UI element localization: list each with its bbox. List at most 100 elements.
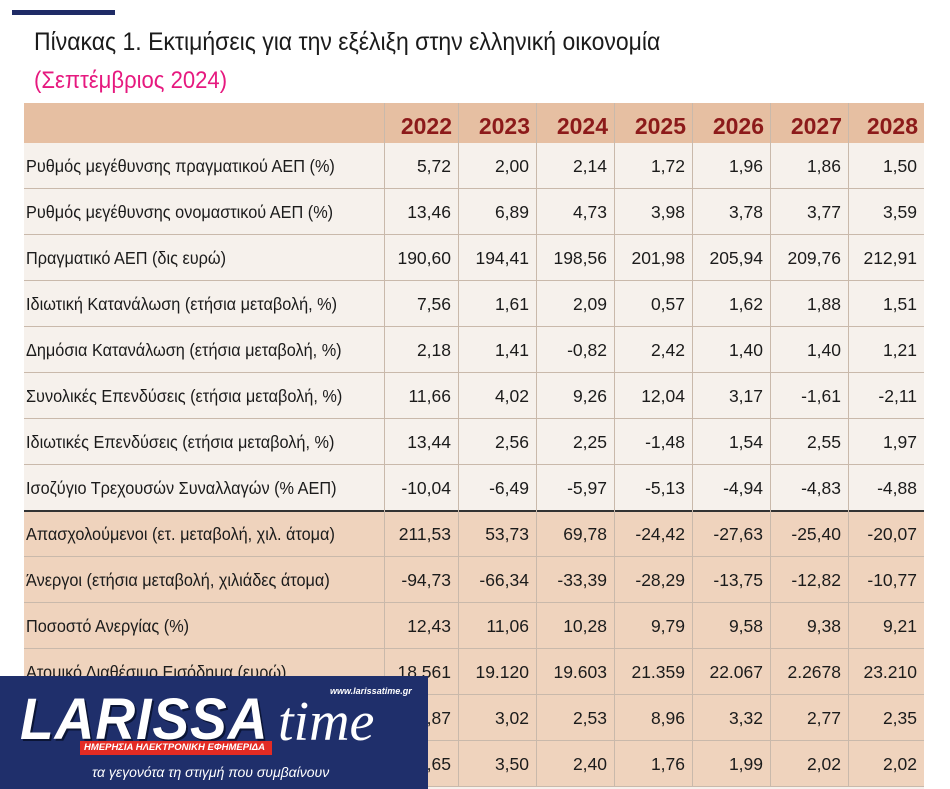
row-label: Ιδιωτική Κατανάλωση (ετήσια μεταβολή, %) <box>26 294 338 314</box>
table-cell: -6,49 <box>489 478 529 498</box>
table-cell: 11,06 <box>486 616 530 636</box>
year-header-row: 2022 2023 2024 2025 2026 2027 2028 <box>24 103 924 143</box>
table-cell: 19.120 <box>475 662 529 682</box>
row-label: Ποσοστό Ανεργίας (%) <box>26 616 190 636</box>
data-table: 2022 2023 2024 2025 2026 2027 2028 Ρυθμός μεγέ… <box>24 103 924 789</box>
row-label: Απασχολούμενοι (ετ. μεταβολή, χιλ. άτομα… <box>26 524 335 544</box>
table-cell: 3,50 <box>494 754 529 774</box>
table-cell: 13,46 <box>407 202 451 222</box>
row-label: Ρυθμός μεγέθυνσης ονομαστικού ΑΕΠ (%) <box>26 202 334 222</box>
year-header: 2023 <box>478 113 530 139</box>
table-row: Ιδιωτικές Επενδύσεις (ετήσια μεταβολή, %… <box>24 419 924 465</box>
column-divider <box>536 103 537 787</box>
table-cell: 2,35 <box>882 708 917 728</box>
table-cell: 3,17 <box>728 386 763 406</box>
table-cell: -1,48 <box>645 432 685 452</box>
group-separator <box>24 510 924 512</box>
row-divider <box>24 464 924 465</box>
table-cell: -24,42 <box>635 524 685 544</box>
table-cell: 13,44 <box>407 432 451 452</box>
table-cell: 1,97 <box>882 432 917 452</box>
table-cell: 2,42 <box>650 340 685 360</box>
table-cell: -5,97 <box>567 478 607 498</box>
table-cell: 9,26 <box>572 386 607 406</box>
table-cell: 190,60 <box>397 248 451 268</box>
row-divider <box>24 418 924 419</box>
table-cell: 2,09 <box>572 294 607 314</box>
table-cell: 0,57 <box>650 294 685 314</box>
table-cell: -10,77 <box>867 570 917 590</box>
table-cell: 19.603 <box>553 662 607 682</box>
table-cell: 3,77 <box>806 202 841 222</box>
table-cell: 53,73 <box>485 524 529 544</box>
table-row: Ρυθμός μεγέθυνσης πραγματικού ΑΕΠ (%) 5,7… <box>24 143 924 189</box>
table-cell: 2,02 <box>806 754 841 774</box>
row-divider <box>24 188 924 189</box>
logo-red-strip <box>80 741 272 755</box>
table-cell: 3,59 <box>882 202 917 222</box>
table-cell: 1,40 <box>728 340 763 360</box>
column-divider <box>384 103 385 787</box>
table-cell: 4,02 <box>494 386 529 406</box>
table-cell: 2,18 <box>416 340 451 360</box>
table-cell: 8,96 <box>650 708 685 728</box>
table-cell: 1,96 <box>728 156 763 176</box>
table-cell: 2,14 <box>572 156 607 176</box>
table-title: Πίνακας 1. Εκτιμήσεις για την εξέλιξη στ… <box>34 28 661 56</box>
table-row: Ιδιωτική Κατανάλωση (ετήσια μεταβολή, %)… <box>24 281 924 327</box>
table-row: Άνεργοι (ετήσια μεταβολή, χιλιάδες άτομα… <box>24 557 924 603</box>
table-cell: -12,82 <box>791 570 841 590</box>
table-row: Συνολικές Επενδύσεις (ετήσια μεταβολή, %… <box>24 373 924 419</box>
table-cell: 1,40 <box>806 340 841 360</box>
table-cell: 1,88 <box>806 294 841 314</box>
table-cell: 2,00 <box>494 156 529 176</box>
table-cell: -20,07 <box>867 524 917 544</box>
column-divider <box>770 103 771 787</box>
larissatime-logo: LARISSA time www.larissatime.gr ΗΜΕΡΗΣΙΑ… <box>0 676 428 789</box>
row-divider <box>24 602 924 603</box>
table-cell: 22.067 <box>709 662 763 682</box>
table-cell: -4,83 <box>801 478 841 498</box>
table-cell: 2,40 <box>572 754 607 774</box>
table-cell: 3,02 <box>494 708 529 728</box>
table-cell: 2,55 <box>806 432 841 452</box>
table-cell: 11,66 <box>408 386 452 406</box>
row-label: Πραγματικό ΑΕΠ (δις ευρώ) <box>26 248 226 268</box>
table-cell: -1,61 <box>801 386 841 406</box>
table-cell: 1,99 <box>728 754 763 774</box>
table-cell: -5,13 <box>645 478 685 498</box>
column-divider <box>614 103 615 787</box>
table-cell: 198,56 <box>553 248 607 268</box>
table-cell: 1,76 <box>650 754 685 774</box>
column-divider <box>848 103 849 787</box>
table-cell: 6,89 <box>494 202 529 222</box>
row-divider <box>24 556 924 557</box>
table-cell: 2,53 <box>572 708 607 728</box>
table-cell: 205,94 <box>709 248 763 268</box>
row-label: Άνεργοι (ετήσια μεταβολή, χιλιάδες άτομα… <box>26 570 330 590</box>
table-cell: 209,76 <box>787 248 841 268</box>
row-divider <box>24 694 924 695</box>
row-label: Ισοζύγιο Τρεχουσών Συναλλαγών (% ΑΕΠ) <box>26 478 337 498</box>
row-label: Δημόσια Κατανάλωση (ετήσια μεταβολή, %) <box>26 340 342 360</box>
table-cell: -66,34 <box>479 570 529 590</box>
row-divider <box>24 786 924 787</box>
table-cell: 1,61 <box>494 294 529 314</box>
table-cell: 9,79 <box>650 616 685 636</box>
table-subtitle: (Σεπτέμβριος 2024) <box>34 67 228 94</box>
top-accent-bar <box>12 10 115 15</box>
row-label: Συνολικές Επενδύσεις (ετήσια μεταβολή, %… <box>26 386 343 406</box>
table-cell: 4,73 <box>572 202 607 222</box>
table-cell: 1,54 <box>728 432 763 452</box>
table-row: Πραγματικό ΑΕΠ (δις ευρώ) 190,60 194,41 198… <box>24 235 924 281</box>
table-cell: -4,94 <box>723 478 763 498</box>
table-cell: 3,98 <box>650 202 685 222</box>
table-cell: 10,28 <box>563 616 607 636</box>
column-divider <box>458 103 459 787</box>
row-divider <box>24 234 924 235</box>
table-cell: 1,72 <box>650 156 685 176</box>
table-cell: 1,51 <box>882 294 917 314</box>
table-cell: 12,43 <box>407 616 451 636</box>
table-cell: 3,32 <box>728 708 763 728</box>
table-cell: 69,78 <box>563 524 607 544</box>
